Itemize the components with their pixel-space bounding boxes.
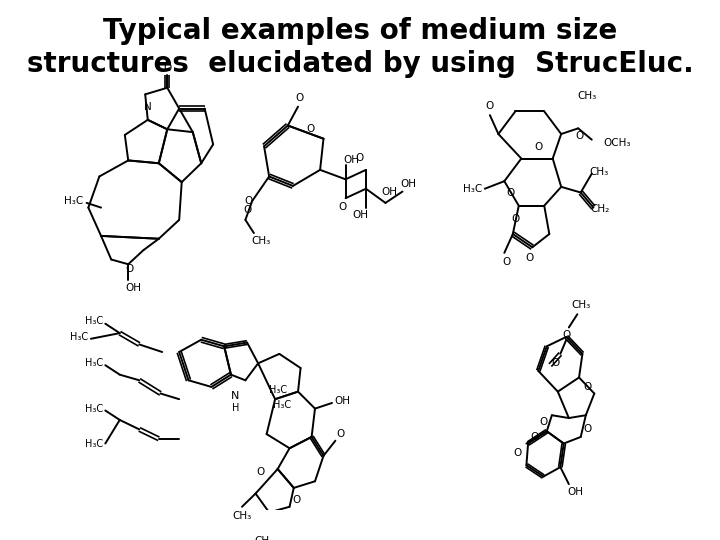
Text: H₃C: H₃C <box>71 332 89 342</box>
Text: O: O <box>243 205 251 215</box>
Text: CH₃: CH₃ <box>571 300 590 310</box>
Text: H₃C: H₃C <box>269 384 287 395</box>
Text: O: O <box>526 253 534 262</box>
Text: structures  elucidated by using  StrucEluc.: structures elucidated by using StrucEluc… <box>27 50 693 78</box>
Text: N: N <box>231 392 239 401</box>
Text: O: O <box>539 417 547 427</box>
Text: CH₃: CH₃ <box>233 511 251 521</box>
Text: O: O <box>296 93 304 103</box>
Text: CH₃: CH₃ <box>254 536 274 540</box>
Text: N: N <box>144 102 152 112</box>
Text: O: O <box>576 131 584 141</box>
Text: O: O <box>583 382 592 392</box>
Text: OH: OH <box>400 179 416 189</box>
Text: O: O <box>307 124 315 134</box>
Text: H₃C: H₃C <box>64 196 84 206</box>
Text: O: O <box>338 201 346 212</box>
Text: H₃C: H₃C <box>273 400 291 410</box>
Text: OH: OH <box>382 186 397 197</box>
Text: O: O <box>356 153 364 163</box>
Text: H: H <box>232 403 239 413</box>
Text: H₃C: H₃C <box>463 184 482 194</box>
Text: H₃C: H₃C <box>85 359 103 368</box>
Text: OH: OH <box>334 396 350 406</box>
Text: O: O <box>126 264 134 274</box>
Text: O: O <box>163 63 171 73</box>
Text: H₃C: H₃C <box>85 403 103 414</box>
Text: OH: OH <box>567 487 584 497</box>
Text: OH: OH <box>125 283 141 293</box>
Text: O: O <box>511 214 520 224</box>
Text: O: O <box>506 188 514 199</box>
Text: O: O <box>256 467 265 477</box>
Text: OH: OH <box>353 210 369 220</box>
Text: CH₃: CH₃ <box>589 167 608 177</box>
Text: O: O <box>486 100 494 111</box>
Text: CH₃: CH₃ <box>577 91 596 102</box>
Text: O: O <box>245 196 253 206</box>
Text: O: O <box>292 495 300 505</box>
Text: O: O <box>336 429 345 439</box>
Text: CH₂: CH₂ <box>590 205 610 214</box>
Text: OH: OH <box>343 156 359 165</box>
Text: O: O <box>531 432 539 442</box>
Text: H₃C: H₃C <box>85 316 103 326</box>
Text: O: O <box>514 448 522 458</box>
Text: O: O <box>534 142 542 152</box>
Text: OCH₃: OCH₃ <box>603 138 631 149</box>
Text: O: O <box>551 359 559 368</box>
Text: O: O <box>583 424 592 434</box>
Text: O: O <box>562 330 570 340</box>
Text: H₃C: H₃C <box>85 438 103 449</box>
Text: Typical examples of medium size: Typical examples of medium size <box>103 17 617 45</box>
Text: CH₃: CH₃ <box>251 235 270 246</box>
Text: O: O <box>503 258 511 267</box>
